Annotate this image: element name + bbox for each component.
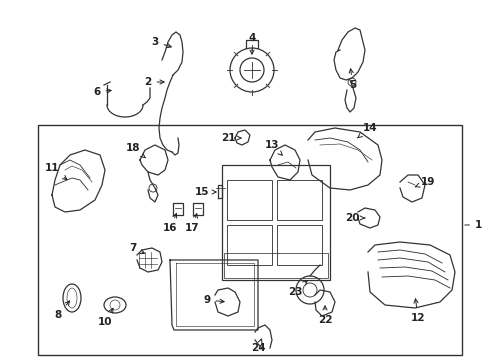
Text: 10: 10 [98, 308, 113, 327]
Text: 13: 13 [264, 140, 282, 155]
Bar [226, 180, 271, 220]
Text: 24: 24 [250, 339, 265, 353]
Bar [222, 165, 329, 280]
Bar [276, 225, 321, 265]
Text: 16: 16 [163, 213, 177, 233]
Text: 23: 23 [287, 281, 306, 297]
Bar [224, 253, 327, 278]
Text: 21: 21 [220, 133, 241, 143]
Text: 6: 6 [93, 87, 111, 97]
Text: 22: 22 [317, 306, 331, 325]
Text: 15: 15 [194, 187, 216, 197]
Bar [226, 225, 271, 265]
Text: 14: 14 [357, 123, 377, 138]
Text: 1: 1 [464, 220, 481, 230]
Text: 3: 3 [151, 37, 171, 48]
Text: 4: 4 [248, 33, 255, 54]
Bar [38, 125, 461, 355]
Text: 11: 11 [45, 163, 67, 180]
Bar [276, 180, 321, 220]
Text: 12: 12 [410, 299, 425, 323]
Text: 19: 19 [414, 177, 434, 187]
Text: 5: 5 [348, 69, 356, 90]
Text: 20: 20 [344, 213, 364, 223]
Text: 17: 17 [184, 214, 199, 233]
Text: 18: 18 [125, 143, 145, 158]
Text: 7: 7 [129, 243, 144, 253]
Text: 8: 8 [54, 301, 69, 320]
Text: 9: 9 [203, 295, 224, 305]
Text: 2: 2 [144, 77, 164, 87]
